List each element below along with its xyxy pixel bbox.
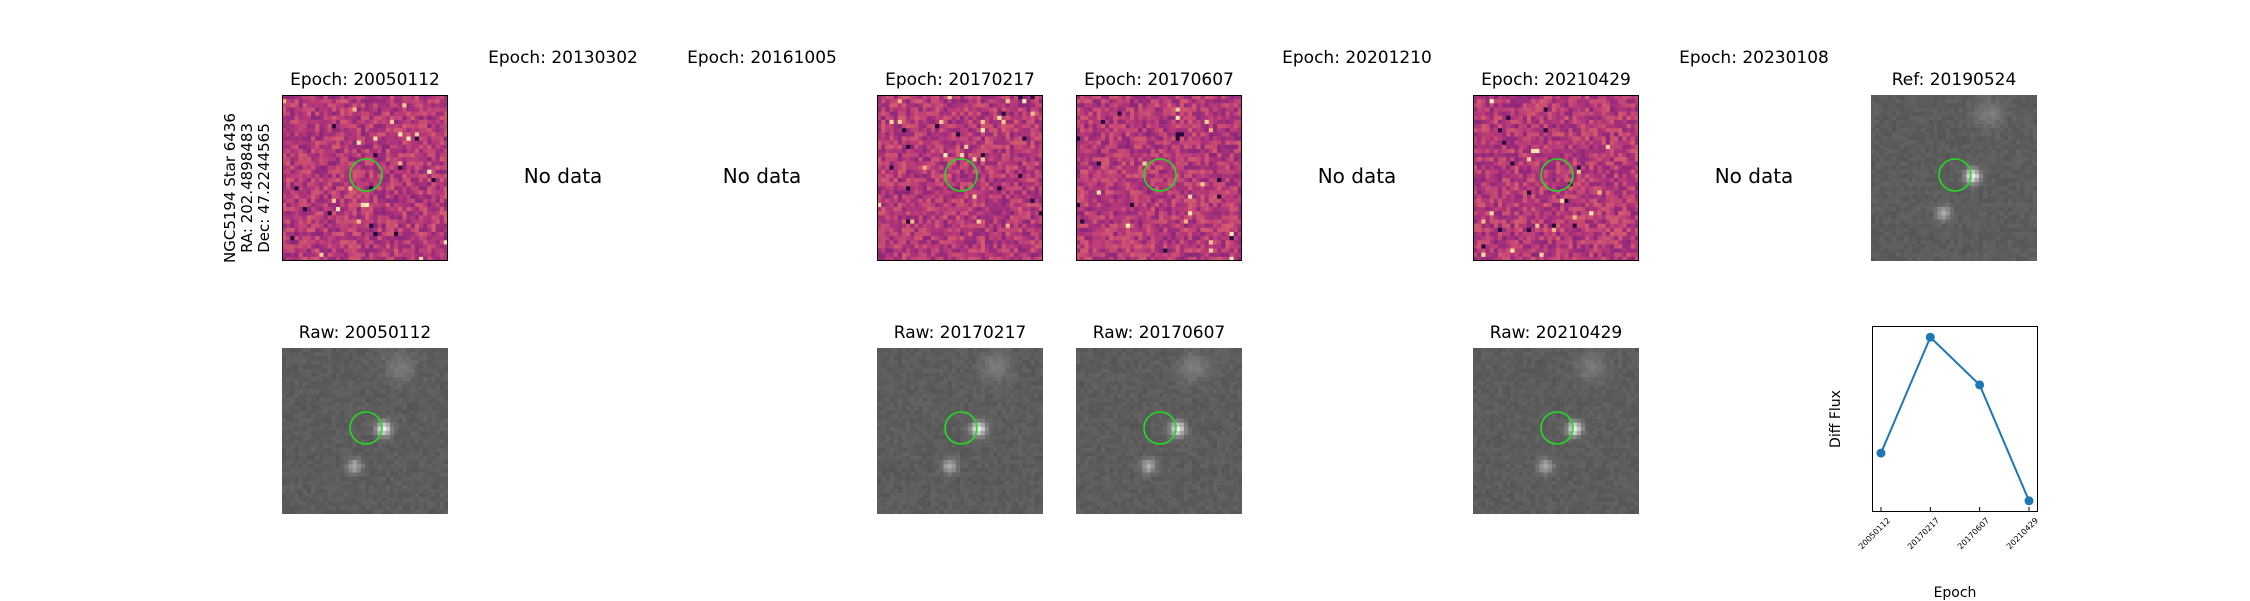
panel-title-diff-2: Epoch: 20130302	[488, 48, 638, 68]
raw-title-3: Raw: 20170607	[1093, 323, 1226, 343]
light-curve-plot	[1872, 326, 2038, 512]
series-line	[1881, 337, 2029, 501]
panel-title-diff-3: Epoch: 20161005	[687, 48, 837, 68]
data-point	[1926, 333, 1935, 342]
diff-image-1	[282, 95, 448, 261]
panel-title-diff-8: Epoch: 20230108	[1679, 48, 1829, 68]
panel-title-diff-1: Epoch: 20050112	[290, 70, 440, 90]
panel-title-diff-7: Epoch: 20210429	[1481, 70, 1631, 90]
star-dec: Dec: 47.2244565	[256, 108, 273, 268]
star-ra: RA: 202.4898483	[239, 108, 256, 268]
raw-image-4	[1473, 348, 1639, 514]
panel-title-ref: Ref: 20190524	[1892, 70, 2017, 90]
star-name: NGC5194 Star 6436	[222, 108, 239, 268]
diff-image-4	[877, 95, 1043, 261]
no-data-label-4: No data	[1715, 164, 1794, 188]
raw-title-1: Raw: 20050112	[299, 323, 432, 343]
raw-image-2	[877, 348, 1043, 514]
x-tick-label: 20170607	[1956, 516, 1991, 551]
panel-title-diff-5: Epoch: 20170607	[1084, 70, 1234, 90]
ref-image	[1871, 95, 2037, 261]
panel-title-diff-4: Epoch: 20170217	[885, 70, 1035, 90]
panel-title-diff-6: Epoch: 20201210	[1282, 48, 1432, 68]
data-point	[1975, 380, 1984, 389]
x-tick-label: 20210429	[2005, 516, 2040, 551]
no-data-label-2: No data	[723, 164, 802, 188]
data-point	[2025, 496, 2034, 505]
x-tick-label: 20170217	[1906, 516, 1941, 551]
x-tick-label: 20050112	[1857, 516, 1892, 551]
light-curve-svg	[1873, 327, 2037, 511]
light-curve-xlabel: Epoch	[1934, 585, 1977, 601]
data-point	[1877, 449, 1886, 458]
no-data-label-3: No data	[1318, 164, 1397, 188]
raw-title-4: Raw: 20210429	[1490, 323, 1623, 343]
diff-image-7	[1473, 95, 1639, 261]
raw-image-3	[1076, 348, 1242, 514]
raw-title-2: Raw: 20170217	[894, 323, 1027, 343]
diff-image-5	[1076, 95, 1242, 261]
raw-image-1	[282, 348, 448, 514]
star-label: NGC5194 Star 6436 RA: 202.4898483 Dec: 4…	[222, 108, 242, 268]
no-data-label-1: No data	[524, 164, 603, 188]
